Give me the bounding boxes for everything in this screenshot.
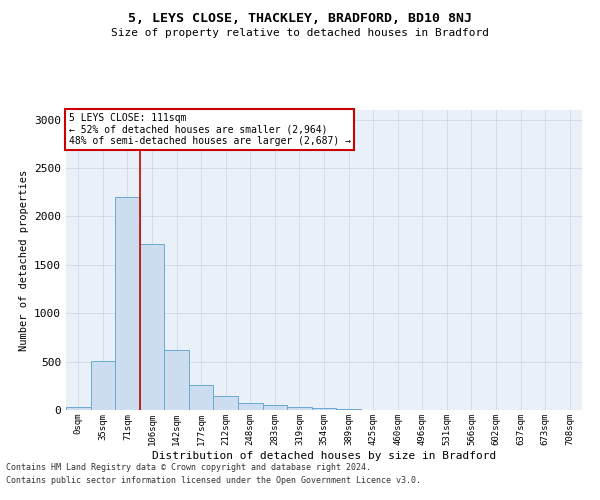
- Text: Size of property relative to detached houses in Bradford: Size of property relative to detached ho…: [111, 28, 489, 38]
- Bar: [214, 396, 238, 410]
- X-axis label: Distribution of detached houses by size in Bradford: Distribution of detached houses by size …: [152, 450, 496, 460]
- Text: Contains HM Land Registry data © Crown copyright and database right 2024.: Contains HM Land Registry data © Crown c…: [6, 464, 371, 472]
- Bar: [66, 407, 91, 410]
- Bar: [91, 360, 115, 410]
- Text: 5, LEYS CLOSE, THACKLEY, BRADFORD, BD10 8NJ: 5, LEYS CLOSE, THACKLEY, BRADFORD, BD10 …: [128, 12, 472, 26]
- Bar: [263, 404, 287, 410]
- Bar: [336, 409, 361, 410]
- Bar: [238, 403, 263, 410]
- Bar: [189, 385, 214, 410]
- Text: Contains public sector information licensed under the Open Government Licence v3: Contains public sector information licen…: [6, 476, 421, 485]
- Bar: [140, 244, 164, 410]
- Text: 5 LEYS CLOSE: 111sqm
← 52% of detached houses are smaller (2,964)
48% of semi-de: 5 LEYS CLOSE: 111sqm ← 52% of detached h…: [68, 113, 350, 146]
- Bar: [287, 407, 312, 410]
- Bar: [115, 197, 140, 410]
- Bar: [312, 408, 336, 410]
- Y-axis label: Number of detached properties: Number of detached properties: [19, 170, 29, 350]
- Bar: [164, 350, 189, 410]
